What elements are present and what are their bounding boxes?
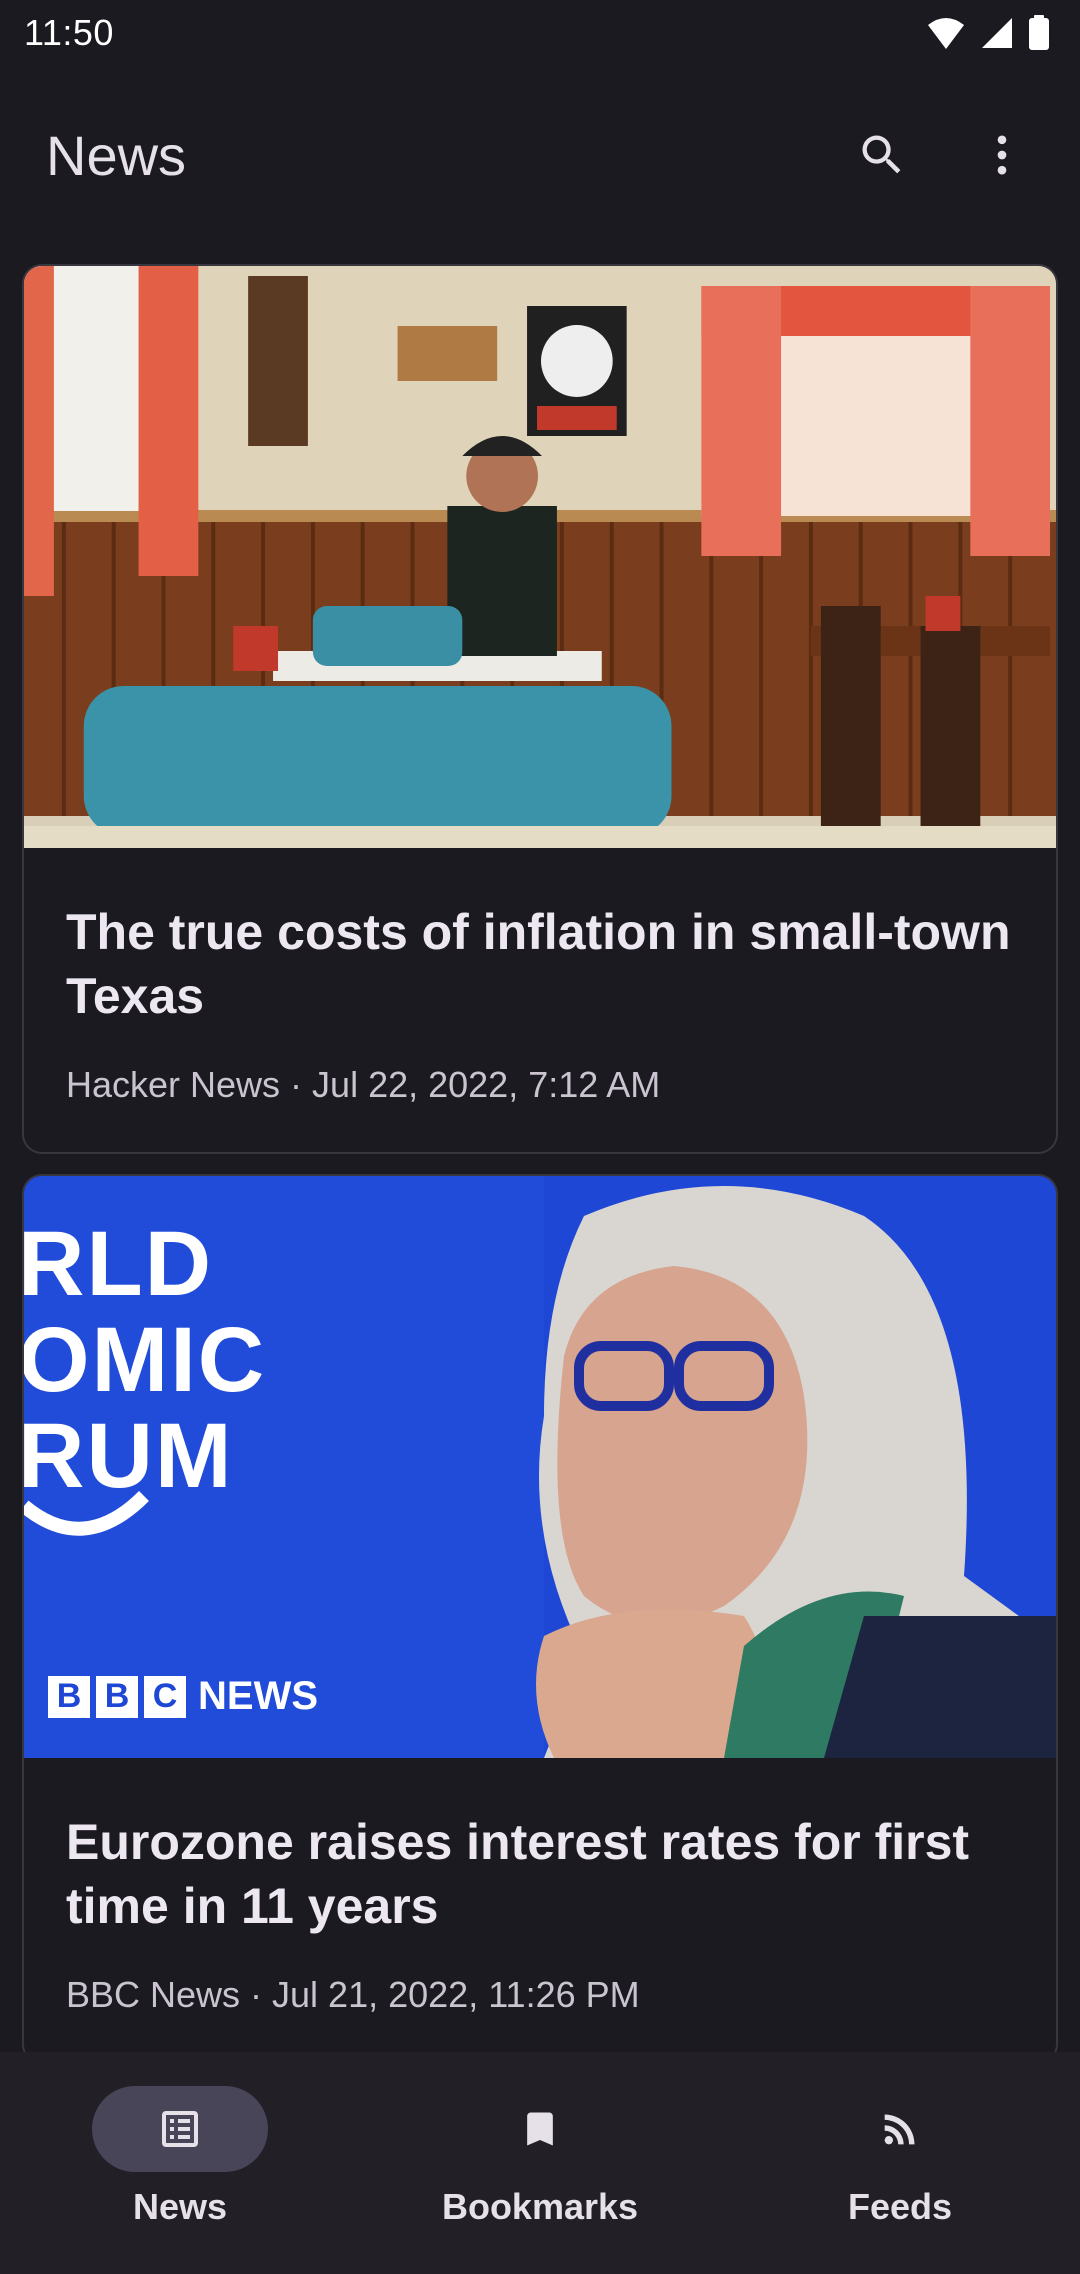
news-feed[interactable]: The true costs of inflation in small-tow… [22,264,1058,2052]
article-image-forum: RLD OMIC RUM B B C NEWS [24,1176,1056,1758]
nav-item-feeds[interactable]: Feeds [750,2086,1050,2274]
top-app-bar: News [0,100,1080,210]
bbc-logo-word: NEWS [198,1674,318,1718]
status-icons [926,15,1050,51]
more-options-button[interactable] [970,123,1034,187]
article-body: Eurozone raises interest rates for first… [24,1758,1056,2052]
forum-backdrop-text: RLD OMIC RUM [22,1213,267,1507]
battery-icon [1029,15,1049,50]
article-image-diner [24,266,1056,848]
nav-label: Bookmarks [441,2186,639,2227]
wifi-icon [928,18,964,49]
nav-active-indicator [92,2086,268,2172]
nav-icon-container [452,2086,628,2172]
nav-label: Feeds [847,2186,953,2227]
article-card[interactable]: RLD OMIC RUM B B C NEWS Eurozone raises … [22,1174,1058,2052]
article-body: The true costs of inflation in small-tow… [24,848,1056,1152]
bbc-logo-block: C [144,1675,186,1718]
article-meta: BBC News · Jul 21, 2022, 11:26 PM [66,1974,640,2015]
nav-label: News [132,2186,228,2227]
nav-item-news[interactable]: News [30,2086,330,2274]
article-card[interactable]: The true costs of inflation in small-tow… [22,264,1058,1154]
bottom-navigation: News Bookmarks Feeds [0,2052,1080,2274]
article-title: The true costs of inflation in small-tow… [66,904,1011,1024]
forum-backdrop-line: RLD [22,1213,214,1315]
article-icon [162,2111,198,2147]
article-title: Eurozone raises interest rates for first… [66,1814,970,1934]
article-meta: Hacker News · Jul 22, 2022, 7:12 AM [66,1064,661,1105]
bbc-logo-block: B [96,1675,138,1718]
status-time: 11:50 [24,12,114,53]
forum-backdrop-line: RUM [22,1405,234,1507]
nav-item-bookmarks[interactable]: Bookmarks [390,2086,690,2274]
nav-icon-container [812,2086,988,2172]
bookmark-icon [527,2112,553,2146]
more-vert-icon [997,135,1007,175]
search-button[interactable] [850,123,914,187]
forum-backdrop-line: OMIC [22,1309,267,1411]
page-title: News [46,123,187,187]
signal-icon [982,18,1012,48]
bbc-news-logo: B B C NEWS [48,1674,318,1719]
rss-icon [884,2114,915,2145]
search-icon [862,135,901,174]
forum-photo-art [24,1176,1056,1758]
bbc-logo-block: B [48,1675,90,1718]
app-bar-actions [850,123,1034,187]
status-bar: 11:50 [0,0,1080,66]
